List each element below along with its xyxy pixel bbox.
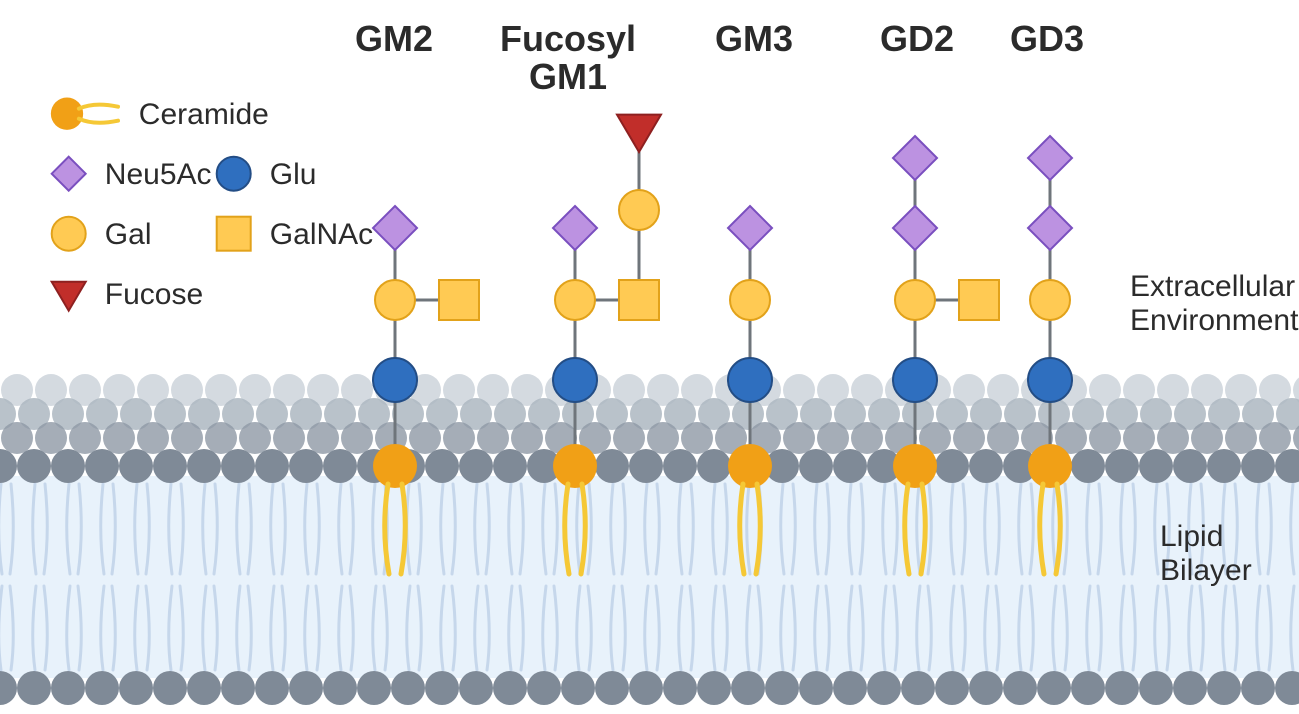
glu-icon bbox=[215, 155, 256, 196]
neu5ac-icon bbox=[50, 155, 91, 196]
title-gm3: GM3 bbox=[715, 20, 793, 58]
legend-fucose-label: Fucose bbox=[105, 278, 203, 312]
legend-gal-label: Gal bbox=[105, 218, 152, 252]
fucose-icon bbox=[50, 275, 91, 316]
lipid-bilayer bbox=[0, 374, 1299, 705]
title-gm2: GM2 bbox=[355, 20, 433, 58]
galnac-icon bbox=[215, 215, 256, 256]
legend-glu-label: Glu bbox=[270, 158, 317, 192]
legend-neu5ac-label: Neu5Ac bbox=[105, 158, 212, 192]
legend-ceramide-label: Ceramide bbox=[139, 98, 269, 132]
legend-galnac: GalNAc bbox=[215, 215, 373, 256]
legend-ceramide: Ceramide bbox=[50, 95, 269, 136]
gal-icon bbox=[50, 215, 91, 256]
legend-gal: Gal bbox=[50, 215, 151, 256]
ceramide-icon bbox=[50, 95, 125, 136]
legend-glu: Glu bbox=[215, 155, 316, 196]
title-gd2: GD2 bbox=[880, 20, 954, 58]
side-label-lipid: Lipid Bilayer bbox=[1160, 520, 1252, 588]
legend-galnac-label: GalNAc bbox=[270, 218, 373, 252]
title-gd3: GD3 bbox=[1010, 20, 1084, 58]
side-label-extracellular: Extracellular Environment bbox=[1130, 270, 1298, 338]
title-fucgm1: Fucosyl GM1 bbox=[500, 20, 636, 96]
legend-neu5ac: Neu5Ac bbox=[50, 155, 212, 196]
legend-fucose: Fucose bbox=[50, 275, 203, 316]
